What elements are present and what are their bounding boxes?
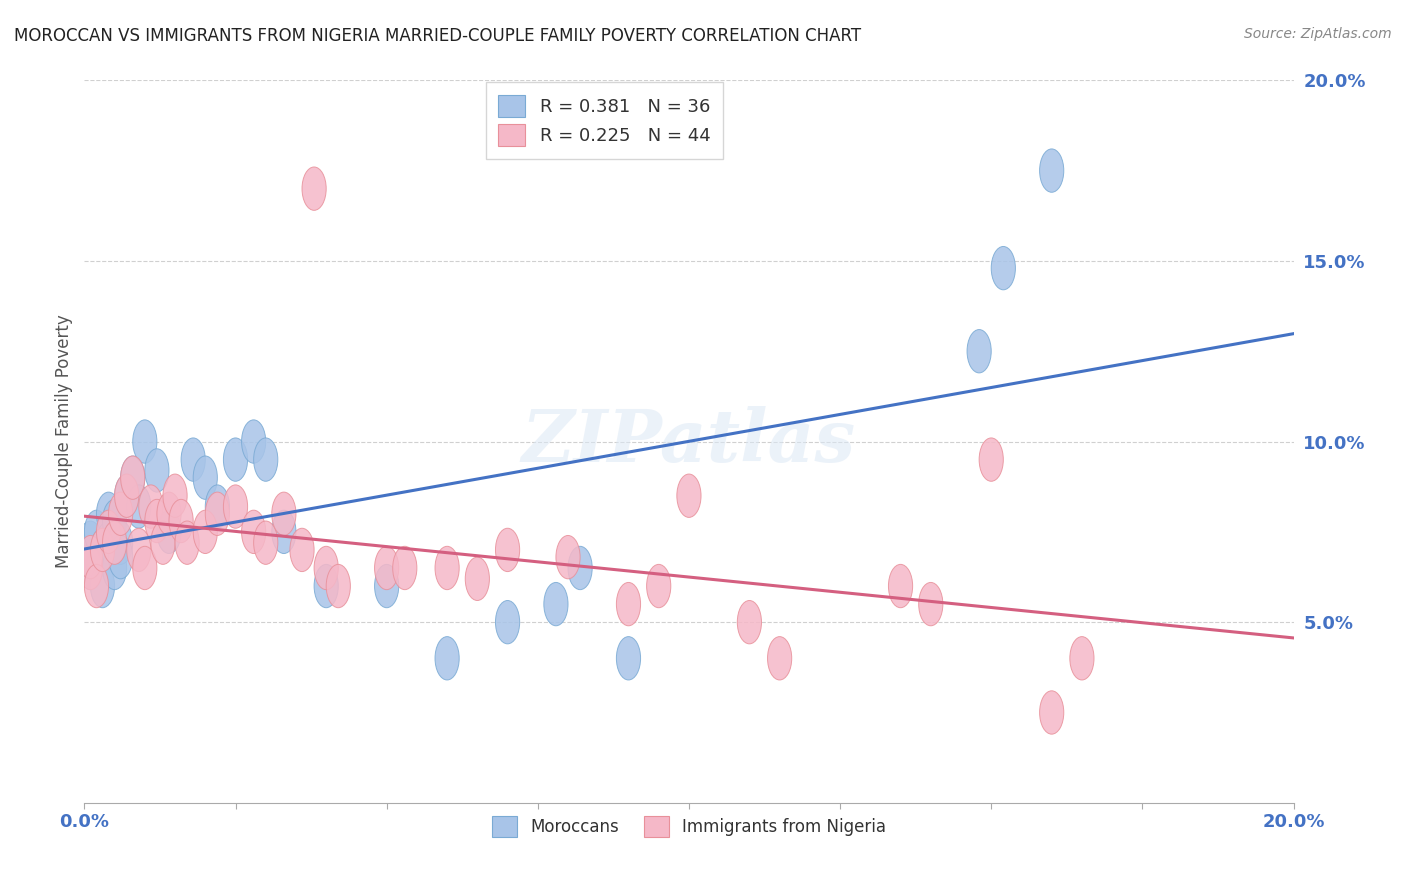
Y-axis label: Married-Couple Family Poverty: Married-Couple Family Poverty xyxy=(55,315,73,568)
Text: MOROCCAN VS IMMIGRANTS FROM NIGERIA MARRIED-COUPLE FAMILY POVERTY CORRELATION CH: MOROCCAN VS IMMIGRANTS FROM NIGERIA MARR… xyxy=(14,27,862,45)
Legend: Moroccans, Immigrants from Nigeria: Moroccans, Immigrants from Nigeria xyxy=(484,808,894,845)
Text: ZIPatlas: ZIPatlas xyxy=(522,406,856,477)
Text: Source: ZipAtlas.com: Source: ZipAtlas.com xyxy=(1244,27,1392,41)
